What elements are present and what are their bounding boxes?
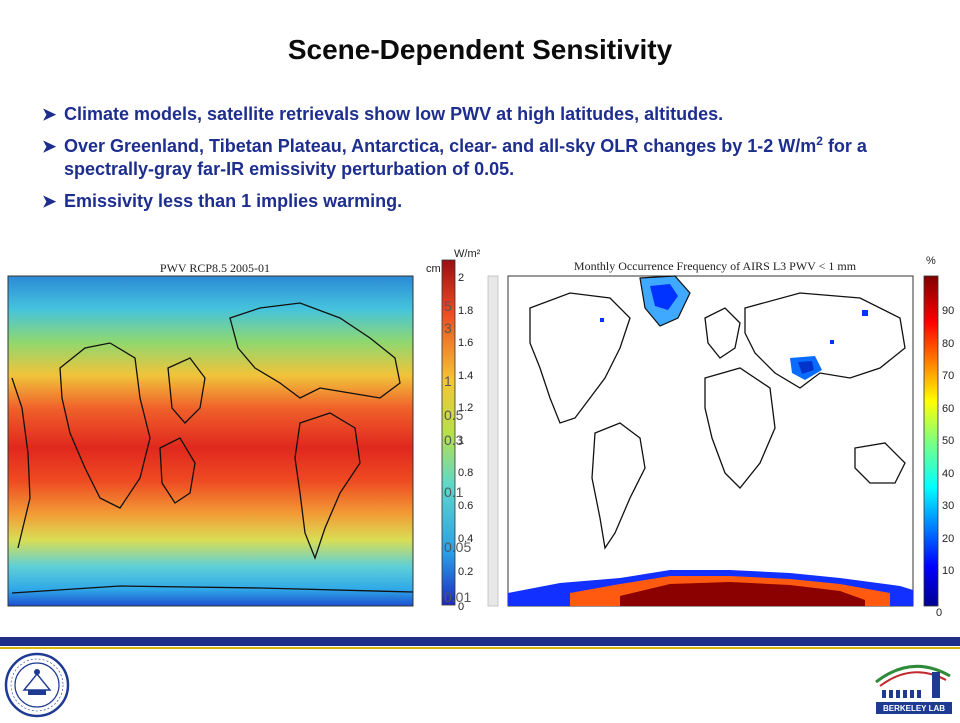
airs-map-title: Monthly Occurrence Frequency of AIRS L3 …: [574, 259, 857, 273]
colorbar-tick: 10: [942, 565, 954, 577]
colorbar-tick: 90: [942, 305, 954, 317]
airs-frequency-map-figure: Monthly Occurrence Frequency of AIRS L3 …: [500, 248, 960, 628]
overlay-tick: 0.1: [444, 484, 464, 500]
arrow-bullet-icon: ➤: [42, 105, 57, 124]
colorbar-tick: 80: [942, 338, 954, 350]
antarctica-region: [508, 570, 913, 606]
colorbar-tick: 1.2: [458, 402, 473, 414]
colorbar-tick: 20: [942, 533, 954, 545]
pwv-map-title: PWV RCP8.5 2005-01: [160, 261, 270, 275]
continent-outlines: [11, 302, 414, 594]
colorbar-tick: 50: [942, 435, 954, 447]
colorbar-tick: 1.4: [458, 370, 473, 382]
bullet-text-1: Climate models, satellite retrievals sho…: [64, 104, 724, 124]
colorbar-tick: 30: [942, 500, 954, 512]
overlay-tick: 5: [444, 298, 452, 314]
overlay-tick: 3: [444, 320, 452, 336]
colorbar-tick: 1.6: [458, 337, 473, 349]
berkeley-lab-logo-text: BERKELEY LAB: [883, 704, 945, 713]
colorbar-tick: 0.4: [458, 533, 473, 545]
overlay-tick: 0.01: [444, 589, 471, 605]
bullet-list: ➤ Climate models, satellite retrievals s…: [42, 103, 952, 222]
slide-title: Scene-Dependent Sensitivity: [287, 34, 673, 65]
bullet-text-3: Emissivity less than 1 implies warming.: [64, 191, 403, 211]
colorbar-tick: 70: [942, 370, 954, 382]
berkeley-lab-logo: BERKELEY LAB: [872, 652, 956, 718]
pwv-map-figure: PWV RCP8.5 2005-01 cm W/m² 2 1.8 1.6 1.4…: [0, 248, 505, 628]
colorbar-tick: 40: [942, 468, 954, 480]
bullet-text-2a: Over Greenland, Tibetan Plateau, Antarct…: [64, 136, 817, 156]
colorbar-tick: 1: [458, 435, 464, 447]
pwv-colorbar-ticks: 2 1.8 1.6 1.4 1.2 1 0.8 0.6 0.4 0.2 0: [458, 272, 473, 613]
continent-outlines: [529, 292, 906, 550]
colorbar-tick: 0.2: [458, 566, 473, 578]
pwv-map-field: [7, 275, 414, 607]
overlay-tick: 1: [444, 373, 452, 389]
tibetan-plateau-region: [600, 310, 868, 380]
university-of-california-seal: [4, 652, 70, 718]
bullet-item-3: ➤ Emissivity less than 1 implies warming…: [42, 190, 952, 213]
bullet-item-1: ➤ Climate models, satellite retrievals s…: [42, 103, 952, 126]
pwv-colorbar: [441, 259, 456, 606]
arrow-bullet-icon: ➤: [42, 192, 57, 211]
airs-colorbar-ticks: 90 80 70 60 50 40 30 20 10 0: [936, 305, 954, 619]
colorbar-tick: 0.6: [458, 500, 473, 512]
colorbar-tick: 0.8: [458, 467, 473, 479]
bullet-text-2-sup: 2: [816, 134, 823, 148]
colorbar-tick: 1.8: [458, 305, 473, 317]
overlay-tick: 0.05: [444, 539, 471, 555]
colorbar-tick: 2: [458, 272, 464, 284]
overlay-tick: 0.5: [444, 407, 464, 423]
colorbar-unit-cm: cm: [426, 263, 441, 275]
colorbar-tick: 0: [458, 601, 464, 613]
colorbar-tick: 0: [936, 607, 942, 619]
footer-bar: [0, 637, 960, 646]
colorbar-unit-percent: %: [926, 255, 936, 267]
bullet-text-2b: for a spectrally-gray far-IR emissivity …: [64, 136, 867, 179]
greenland-region: [639, 275, 691, 327]
footer-accent-line: [0, 647, 960, 649]
arrow-bullet-icon: ➤: [42, 137, 57, 156]
colorbar-tick: 60: [942, 403, 954, 415]
colorbar-unit-wm2: W/m²: [454, 248, 481, 260]
airs-colorbar: [923, 275, 939, 607]
overlay-tick: 0.3: [444, 432, 464, 448]
airs-map-field: [507, 275, 914, 607]
bullet-item-2: ➤ Over Greenland, Tibetan Plateau, Antar…: [42, 135, 952, 181]
overlay-cm-ticks: 5 3 1 0.5 0.3 0.1 0.05 0.01: [444, 298, 471, 605]
